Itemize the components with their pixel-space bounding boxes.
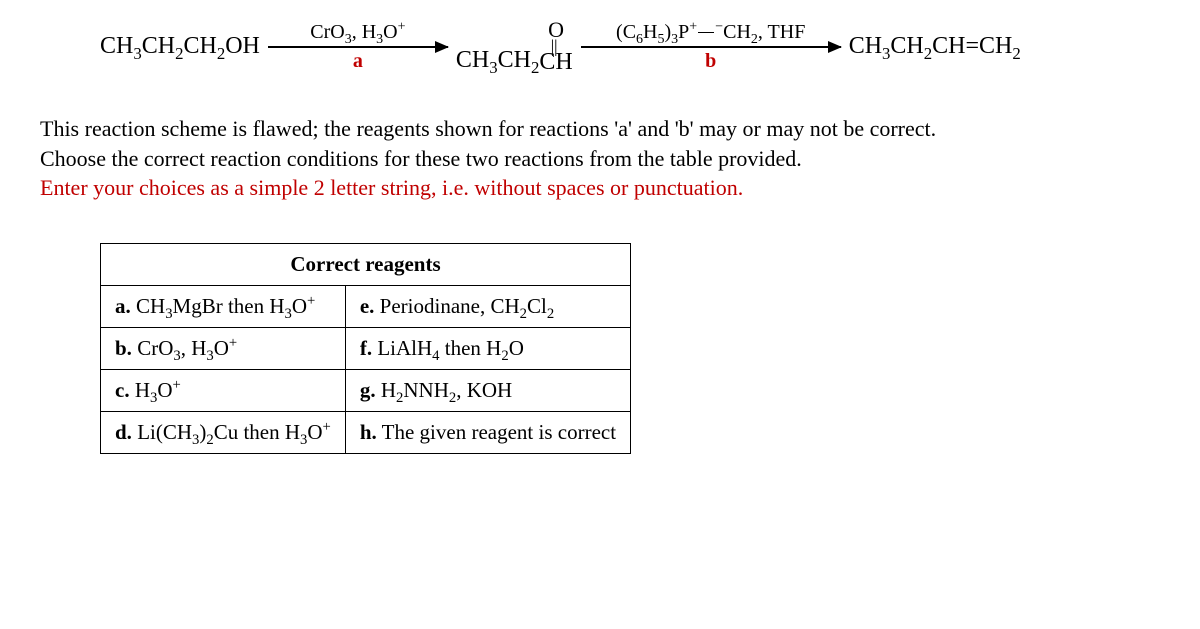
opt-label: e.	[360, 294, 375, 318]
opt-label: f.	[360, 336, 372, 360]
opt-label: b.	[115, 336, 132, 360]
table-header: Correct reagents	[101, 244, 631, 286]
reagent-table: Correct reagents a. CH3MgBr then H3O+ e.…	[100, 243, 631, 454]
instruction-line-3: Enter your choices as a simple 2 letter …	[40, 175, 743, 200]
product: CH3CH2CH=CH2	[849, 33, 1021, 60]
instruction-line-1: This reaction scheme is flawed; the reag…	[40, 116, 936, 141]
opt-label: h.	[360, 420, 377, 444]
opt-text: CrO3, H3O+	[137, 336, 237, 360]
table-row: b. CrO3, H3O+ f. LiAlH4 then H2O	[101, 328, 631, 370]
arrow-line-a	[268, 46, 448, 48]
arrow-a-label: a	[353, 50, 363, 73]
arrow-b-label: b	[705, 50, 716, 73]
instruction-line-2: Choose the correct reaction conditions f…	[40, 146, 802, 171]
arrow-b: (C6H5)3P+−CH2, THF b	[581, 21, 841, 73]
instructions: This reaction scheme is flawed; the reag…	[40, 114, 1160, 203]
opt-label: a.	[115, 294, 131, 318]
opt-text: Periodinane, CH2Cl2	[380, 294, 555, 318]
carbonyl-oxygen: O	[548, 20, 564, 40]
opt-text: LiAlH4 then H2O	[377, 336, 524, 360]
table-row: d. Li(CH3)2Cu then H3O+ h. The given rea…	[101, 412, 631, 454]
intermediate: CH3CH2O||CH	[456, 20, 573, 74]
reagent-a-top: CrO3, H3O+	[310, 21, 405, 44]
carbonyl-carbon: CH	[539, 52, 572, 74]
opt-label: c.	[115, 378, 130, 402]
arrow-line-b	[581, 46, 841, 48]
reaction-scheme: CH3CH2CH2OH CrO3, H3O+ a CH3CH2O||CH (C6…	[100, 20, 1160, 74]
opt-text: H2NNH2, KOH	[381, 378, 512, 402]
opt-label: g.	[360, 378, 376, 402]
opt-text: Li(CH3)2Cu then H3O+	[137, 420, 331, 444]
opt-text: CH3MgBr then H3O+	[136, 294, 315, 318]
opt-text: The given reagent is correct	[382, 420, 616, 444]
opt-text: H3O+	[135, 378, 181, 402]
table-row: a. CH3MgBr then H3O+ e. Periodinane, CH2…	[101, 286, 631, 328]
arrow-a: CrO3, H3O+ a	[268, 21, 448, 73]
table-row: c. H3O+ g. H2NNH2, KOH	[101, 370, 631, 412]
starting-material: CH3CH2CH2OH	[100, 33, 260, 60]
reagent-b-top: (C6H5)3P+−CH2, THF	[616, 21, 805, 44]
opt-label: d.	[115, 420, 132, 444]
